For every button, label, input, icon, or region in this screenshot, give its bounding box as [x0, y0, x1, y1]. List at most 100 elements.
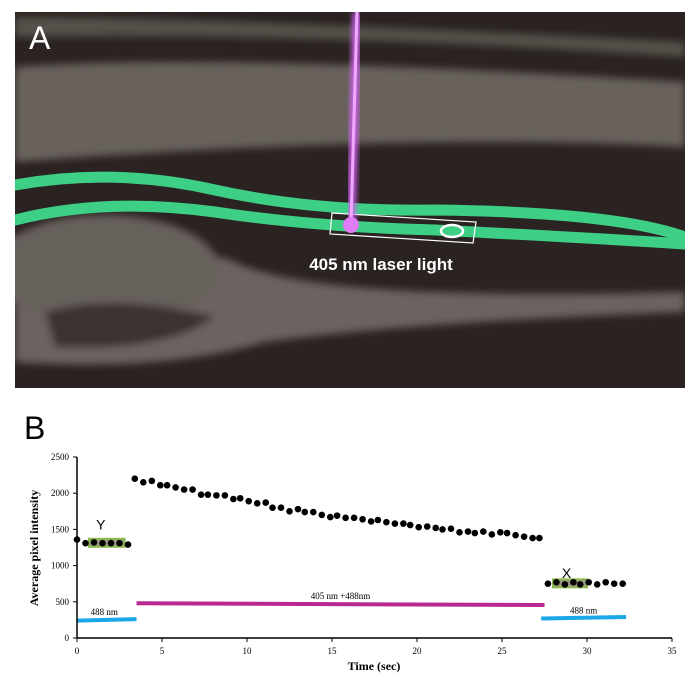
data-point: [157, 481, 164, 489]
data-point: [367, 518, 375, 525]
data-point: [432, 524, 440, 532]
data-point: [512, 531, 519, 539]
data-point: [163, 481, 171, 489]
annotation-label: 488 nm: [91, 607, 118, 617]
data-point: [82, 539, 89, 547]
annotation-label: X: [562, 565, 572, 581]
illumination-bar: [541, 615, 627, 621]
illumination-bar: [136, 601, 545, 608]
data-point: [342, 514, 349, 522]
data-point: [221, 492, 229, 499]
data-point: [107, 539, 115, 547]
x-tick-label: 35: [668, 646, 678, 656]
y-axis-label: Average pixel intensity: [27, 490, 41, 606]
data-point: [391, 520, 399, 527]
panel-a-illustration: 405 nm laser light: [15, 12, 685, 388]
data-point: [585, 578, 592, 586]
data-point: [236, 494, 244, 502]
data-point: [213, 492, 220, 499]
data-point: [301, 508, 309, 516]
x-tick-label: 15: [328, 646, 338, 656]
data-point: [116, 539, 123, 547]
data-point: [180, 486, 188, 493]
data-point: [520, 533, 528, 540]
x-tick-label: 25: [498, 646, 508, 656]
data-point: [447, 525, 455, 532]
data-point: [262, 499, 270, 506]
data-point: [253, 500, 261, 507]
roi-rectangle: [329, 212, 477, 244]
y-tick-label: 2500: [51, 452, 70, 462]
data-point: [415, 523, 423, 531]
data-point: [90, 539, 98, 546]
illumination-bars: [76, 601, 627, 623]
x-tick-label: 10: [243, 646, 253, 656]
data-point: [576, 581, 584, 588]
axes: 0 5 10 15 20 25 30 35 0 500 1000 1500 2000 2500: [51, 452, 677, 656]
data-point: [294, 505, 302, 513]
data-point: [471, 529, 479, 537]
annotations: Y X 488 nm 405 nm +488nm 488 nm: [91, 516, 598, 616]
annotation-label: 405 nm +488nm: [311, 591, 371, 601]
data-point: [230, 495, 237, 503]
data-point: [286, 508, 293, 515]
data-point: [197, 491, 205, 498]
data-point: [124, 541, 132, 548]
x-tick-label: 30: [583, 646, 593, 656]
data-point: [593, 581, 601, 588]
data-point: [456, 528, 463, 536]
data-point: [374, 516, 382, 524]
data-point: [553, 578, 560, 586]
data-point: [245, 497, 252, 505]
laser-label: 405 nm laser light: [309, 255, 453, 274]
data-point: [536, 534, 543, 542]
illumination-bar: [76, 617, 137, 623]
y-tick-label: 2000: [51, 488, 70, 498]
data-point: [497, 528, 504, 536]
y-tick-label: 1000: [51, 561, 70, 571]
data-point: [99, 539, 106, 547]
data-point: [189, 486, 196, 493]
data-point: [544, 580, 552, 587]
roi-circle: [439, 223, 465, 239]
data-point: [310, 508, 317, 516]
y-tick-label: 1500: [51, 524, 70, 534]
data-point: [464, 528, 472, 535]
data-point: [529, 534, 536, 542]
blood-vessels: [15, 171, 685, 250]
data-point: [350, 514, 358, 522]
data-points: [73, 475, 626, 588]
data-point: [131, 475, 139, 483]
highlight-boxes: [87, 537, 588, 589]
y-tick-label: 500: [56, 597, 70, 607]
highlight-box: [87, 537, 126, 548]
data-point: [400, 520, 407, 527]
data-point: [140, 479, 147, 486]
x-tick-label: 5: [160, 646, 165, 656]
data-point: [383, 518, 390, 526]
data-point: [423, 523, 431, 530]
y-tick-label: 0: [65, 633, 70, 643]
data-point: [488, 531, 496, 538]
data-point: [359, 515, 366, 523]
x-tick-label: 0: [75, 646, 80, 656]
data-point: [204, 491, 212, 498]
data-point: [503, 529, 511, 537]
data-point: [561, 581, 569, 588]
data-point: [480, 528, 487, 535]
data-point: [172, 484, 179, 491]
data-point: [439, 526, 446, 533]
annotation-label: 488 nm: [570, 605, 597, 615]
panel-letter-b: B: [24, 410, 46, 446]
laser-beam: [343, 12, 361, 233]
data-point: [406, 521, 414, 529]
data-point: [619, 580, 626, 587]
data-point: [318, 511, 326, 519]
data-point: [610, 580, 618, 587]
data-point: [333, 512, 341, 519]
data-point: [148, 477, 156, 485]
intensity-chart: 0 5 10 15 20 25 30 35 0 500 1000 1500 2000 2500 Y X 488…: [27, 452, 677, 673]
tissue-shapes: [15, 17, 685, 365]
data-point: [327, 513, 334, 521]
x-tick-label: 20: [413, 646, 423, 656]
